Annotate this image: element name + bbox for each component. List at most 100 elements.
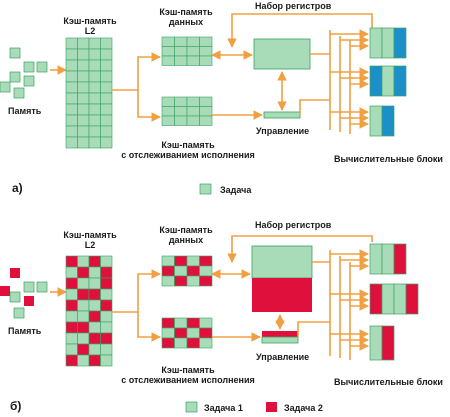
cache-cell: [65, 310, 78, 323]
l2-cache-grid-b: [65, 255, 113, 367]
legend-task-a: Задача: [220, 185, 252, 195]
cache-cell: [88, 92, 101, 105]
cache-cell: [199, 115, 213, 126]
cache-cell: [199, 265, 213, 277]
cache-cell: [100, 332, 113, 345]
panel-letter-b: б): [10, 399, 21, 413]
cache-cell: [174, 55, 188, 66]
cache-cell: [100, 70, 113, 83]
cache-cell: [88, 310, 101, 323]
cache-cell: [199, 46, 213, 57]
cache-cell: [65, 277, 78, 290]
cache-cell: [88, 277, 101, 290]
trace-cache-grid-a: [161, 96, 213, 126]
l2-label-line1-b: Кэш-память: [63, 230, 117, 240]
cache-cell: [174, 255, 188, 267]
cache-cell: [100, 81, 113, 94]
cache-cell: [65, 255, 78, 268]
cache-cell: [65, 266, 78, 279]
l2-label-line1-a: Кэш-память: [63, 16, 117, 26]
l2-cache-grid-a: [65, 37, 113, 149]
cache-cell: [199, 96, 213, 107]
cache-cell: [100, 299, 113, 312]
cache-cell: [77, 81, 90, 94]
cache-cell: [186, 275, 200, 287]
cache-cell: [186, 317, 200, 329]
cache-cell: [88, 354, 101, 367]
cache-cell: [174, 327, 188, 339]
cache-cell: [77, 343, 90, 356]
cache-cell: [77, 332, 90, 345]
cache-cell: [65, 125, 78, 138]
cache-cell: [88, 343, 101, 356]
cache-cell: [88, 288, 101, 301]
cache-cell: [186, 255, 200, 267]
cache-cell: [88, 332, 101, 345]
control-unit-a: [263, 111, 301, 119]
cache-cell: [88, 70, 101, 83]
exec-units-label-a: Вычислительные блоки: [334, 154, 443, 164]
cache-cell: [199, 327, 213, 339]
cache-cell: [77, 70, 90, 83]
exec-units-label-b: Вычислительные блоки: [334, 377, 443, 387]
data-cache-label-line1-a: Кэш-память: [159, 7, 213, 17]
cache-cell: [199, 106, 213, 117]
cache-cell: [88, 125, 101, 138]
cache-cell: [161, 46, 175, 57]
cache-cell: [161, 115, 175, 126]
control-label-b: Управление: [256, 352, 309, 362]
cache-cell: [77, 299, 90, 312]
cache-cell: [174, 46, 188, 57]
cache-cell: [88, 321, 101, 334]
memory-blocks-b: [0, 268, 48, 319]
cache-cell: [100, 310, 113, 323]
register-set-task1-b: [251, 245, 313, 279]
cache-cell: [88, 103, 101, 116]
legend-task2-b: Задача 2: [284, 403, 323, 413]
cache-cell: [161, 337, 175, 349]
cache-cell: [186, 265, 200, 277]
cache-cell: [174, 96, 188, 107]
cache-cell: [77, 48, 90, 61]
cache-cell: [77, 114, 90, 127]
l2-label-line2-a: L2: [85, 26, 96, 36]
cache-cell: [88, 136, 101, 149]
memory-blocks-a: [0, 47, 48, 99]
cache-cell: [77, 288, 90, 301]
control-unit-task1-b: [261, 336, 299, 344]
trace-cache-grid-b: [161, 317, 213, 349]
legend-swatch-task-a: [199, 183, 212, 195]
cache-cell: [161, 36, 175, 47]
cache-cell: [100, 266, 113, 279]
cache-cell: [77, 136, 90, 149]
cache-cell: [186, 46, 200, 57]
exec-unit-3-a: [369, 105, 395, 137]
cache-cell: [161, 317, 175, 329]
cache-cell: [186, 55, 200, 66]
panel-a: Память Кэш-память L2 Кэш-память данных К…: [0, 1, 443, 195]
cache-cell: [161, 96, 175, 107]
cache-cell: [100, 255, 113, 268]
cache-cell: [88, 81, 101, 94]
cache-cell: [100, 37, 113, 50]
trace-cache-label-line1-a: Кэш-память: [161, 140, 215, 150]
cache-cell: [174, 36, 188, 47]
legend-task1-b: Задача 1: [204, 403, 243, 413]
control-unit-task2-b: [262, 331, 298, 337]
exec-unit-2-b: [369, 283, 419, 315]
trace-cache-label-line2-a: с отслеживанием исполнения: [121, 150, 255, 160]
legend-swatch-task2-b: [266, 402, 277, 412]
data-cache-grid-a: [161, 36, 213, 66]
cache-cell: [65, 299, 78, 312]
cache-cell: [65, 136, 78, 149]
cache-cell: [65, 114, 78, 127]
data-cache-label-line1-b: Кэш-память: [159, 225, 213, 235]
cache-cell: [88, 37, 101, 50]
cache-cell: [65, 321, 78, 334]
cache-cell: [161, 275, 175, 287]
cache-cell: [199, 317, 213, 329]
cache-cell: [100, 354, 113, 367]
cache-cell: [65, 354, 78, 367]
cache-cell: [161, 255, 175, 267]
cache-cell: [77, 37, 90, 50]
